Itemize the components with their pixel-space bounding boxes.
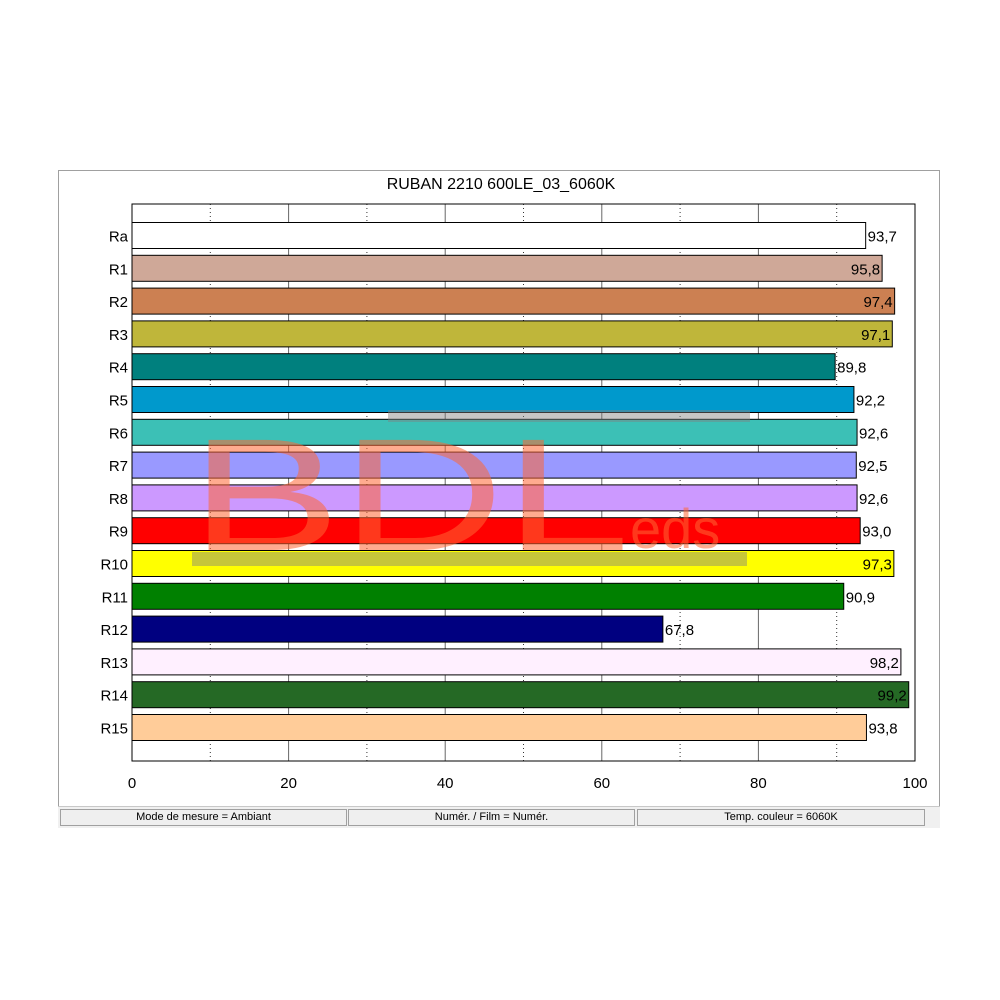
category-label-r10: R10 <box>100 557 128 574</box>
bar-r11 <box>131 582 845 610</box>
value-label-r4: 89,8 <box>837 360 866 377</box>
value-label-r14: 99,2 <box>878 688 907 705</box>
plot-area <box>131 203 916 762</box>
value-label-r15: 93,8 <box>868 721 897 738</box>
category-label-ra: Ra <box>109 229 129 246</box>
bar-r5 <box>131 386 855 413</box>
value-label-r1: 95,8 <box>851 261 880 278</box>
value-label-r5: 92,2 <box>856 393 885 410</box>
chart-title: RUBAN 2210 600LE_03_6060K <box>387 176 616 193</box>
bar-r4 <box>131 353 836 381</box>
status-mode: Mode de mesure = Ambiant <box>60 809 347 826</box>
bar-r10 <box>131 550 895 577</box>
x-tick-label: 60 <box>593 775 610 792</box>
value-label-r7: 92,5 <box>858 458 887 475</box>
bar-r1 <box>131 254 883 282</box>
category-label-r6: R6 <box>109 425 128 442</box>
x-tick-label: 0 <box>128 775 136 792</box>
status-film: Numér. / Film = Numér. <box>348 809 635 826</box>
x-tick-label: 40 <box>437 775 454 792</box>
category-label-r3: R3 <box>109 327 128 344</box>
category-label-r15: R15 <box>100 721 128 738</box>
category-label-r13: R13 <box>100 655 128 672</box>
bar-r3 <box>131 320 893 348</box>
category-label-r4: R4 <box>109 360 128 377</box>
bar-r7 <box>131 451 857 479</box>
category-label-r9: R9 <box>109 524 128 541</box>
value-label-r9: 93,0 <box>862 524 891 541</box>
bar-r12 <box>131 615 664 643</box>
bar-r15 <box>131 714 867 741</box>
value-label-r8: 92,6 <box>859 491 888 508</box>
value-label-r13: 98,2 <box>870 655 899 672</box>
category-label-r5: R5 <box>109 393 128 410</box>
category-label-r12: R12 <box>100 622 128 639</box>
category-label-r11: R11 <box>102 589 128 606</box>
bar-r9 <box>131 517 861 545</box>
value-label-ra: 93,7 <box>868 229 897 246</box>
value-label-r2: 97,4 <box>863 294 892 311</box>
bar-ra <box>131 222 867 249</box>
value-label-r6: 92,6 <box>859 425 888 442</box>
status-bar: Mode de mesure = Ambiant Numér. / Film =… <box>58 806 940 828</box>
value-label-r10: 97,3 <box>863 557 892 574</box>
bar-chart: RUBAN 2210 600LE_03_6060K Ra 93,7 R1 95,8 R2… <box>100 176 927 792</box>
x-tick-label: 20 <box>280 775 297 792</box>
x-tick-label: 100 <box>902 775 927 792</box>
category-label-r14: R14 <box>100 688 128 705</box>
x-tick-label: 80 <box>750 775 767 792</box>
bar-r2 <box>131 287 896 315</box>
category-label-r7: R7 <box>109 458 128 475</box>
category-label-r8: R8 <box>109 491 128 508</box>
category-label-r1: R1 <box>109 261 128 278</box>
category-label-r2: R2 <box>109 294 128 311</box>
value-label-r3: 97,1 <box>861 327 890 344</box>
bar-r6 <box>131 418 858 446</box>
bar-r13 <box>131 648 902 676</box>
bar-r14 <box>131 681 910 709</box>
value-label-r12: 67,8 <box>665 622 694 639</box>
value-label-r11: 90,9 <box>846 589 875 606</box>
status-temp: Temp. couleur = 6060K <box>637 809 925 826</box>
chart-window: RUBAN 2210 600LE_03_6060K Ra 93,7 R1 95,8 R2… <box>58 170 940 828</box>
bar-r8 <box>131 484 858 512</box>
